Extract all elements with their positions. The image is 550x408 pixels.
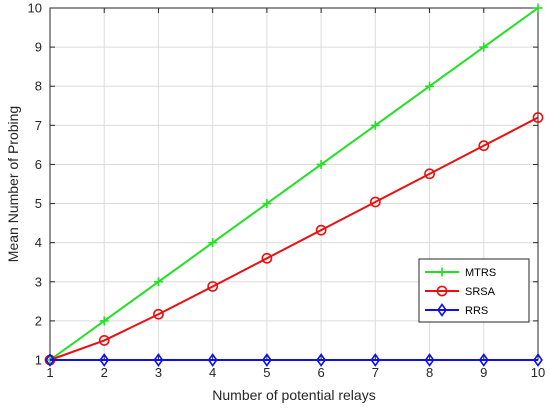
legend-label: SRSA: [465, 286, 496, 298]
legend-marker: [437, 267, 447, 277]
x-tick-label: 7: [372, 365, 379, 380]
legend: MTRS SRSA RRS: [418, 258, 530, 323]
x-tick-label: 10: [531, 365, 545, 380]
data-point-rrs: [316, 353, 327, 367]
data-point-mtrs: [99, 316, 109, 326]
y-tick-label: 8: [35, 79, 42, 94]
y-tick-label: 1: [35, 353, 42, 368]
y-tick-label: 2: [35, 313, 42, 328]
x-tick-label: 1: [46, 365, 53, 380]
data-point-rrs: [533, 353, 543, 367]
series-mtrs: [45, 3, 543, 365]
data-point-srsa: [98, 335, 110, 346]
data-point-srsa: [315, 224, 327, 236]
data-point-rrs: [261, 353, 272, 367]
legend-item-srsa: SRSA: [425, 285, 496, 298]
x-tick-label: 3: [155, 365, 162, 380]
legend-item-mtrs: MTRS: [425, 267, 496, 279]
data-point-mtrs: [208, 238, 218, 248]
data-point-rrs: [45, 353, 55, 367]
data-point-rrs: [153, 353, 164, 367]
data-point-mtrs: [533, 3, 543, 13]
data-point-mtrs: [153, 277, 163, 287]
x-tick-label: 2: [101, 365, 108, 380]
series-line-srsa: [49, 116, 539, 361]
x-tick-label: 5: [263, 365, 270, 380]
data-point-rrs: [370, 353, 381, 367]
y-axis-title: Mean Number of Probing: [5, 106, 21, 262]
data-point-srsa: [478, 140, 490, 152]
data-point-srsa: [532, 112, 544, 123]
legend-label: MTRS: [465, 267, 496, 279]
data-point-srsa: [153, 308, 164, 320]
data-point-mtrs: [425, 81, 435, 91]
data-point-rrs: [424, 353, 435, 367]
legend-label: RRS: [465, 305, 488, 317]
data-point-rrs: [207, 353, 218, 367]
legend-item-rrs: RRS: [425, 303, 488, 317]
y-tick-label: 4: [35, 235, 42, 250]
data-point-mtrs: [316, 159, 326, 169]
y-tick-label: 3: [35, 274, 42, 289]
data-point-srsa: [369, 196, 381, 208]
y-tick-label: 10: [28, 1, 42, 16]
data-point-mtrs: [479, 42, 489, 52]
data-point-srsa: [207, 281, 219, 292]
series-group: [44, 3, 544, 367]
data-point-srsa: [261, 252, 273, 264]
data-point-srsa: [424, 168, 435, 180]
y-tick-label: 7: [35, 118, 42, 133]
data-point-mtrs: [262, 199, 272, 209]
x-tick-label: 8: [426, 365, 433, 380]
data-point-rrs: [99, 353, 110, 367]
y-tick-label: 6: [35, 157, 42, 172]
legend-marker: [436, 285, 448, 297]
x-tick-label: 6: [317, 365, 324, 380]
series-srsa: [44, 112, 544, 366]
series-rrs: [45, 353, 543, 367]
series-line-mtrs: [49, 7, 539, 361]
ticks: 1 2 3 4 5 6 7 8 9 10 1 2 3 4 5 6 7 8 9 10: [28, 1, 546, 381]
x-axis-title: Number of potential relays: [212, 387, 375, 403]
x-tick-label: 9: [480, 365, 487, 380]
legend-marker: [437, 303, 447, 317]
y-tick-label: 9: [35, 40, 42, 55]
data-point-rrs: [478, 353, 489, 367]
x-tick-label: 4: [209, 365, 216, 380]
y-tick-label: 5: [35, 196, 42, 211]
data-point-mtrs: [370, 120, 380, 130]
